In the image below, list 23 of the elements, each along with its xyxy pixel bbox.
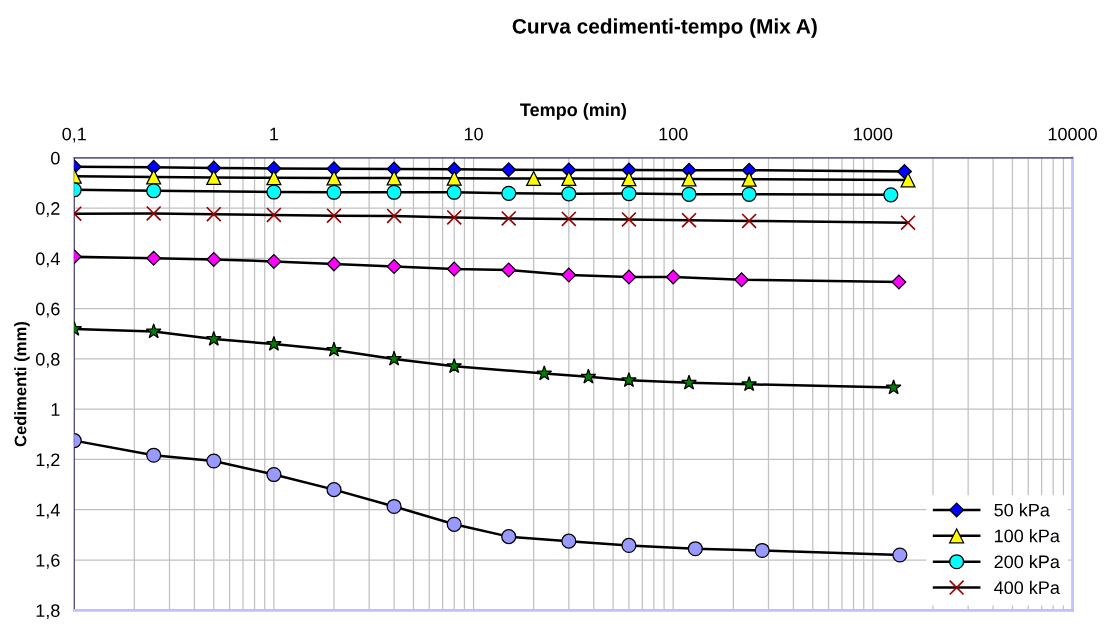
y-tick-label: 0 [51,151,60,165]
y-tick-label: 1,6 [36,553,60,569]
x-tick-label: 0,1 [62,127,86,143]
legend-label: 100 kPa [995,529,1060,543]
y-tick-label: 0,6 [35,302,60,318]
y-tick-label: 0,4 [35,252,60,268]
x-axis-title: Tempo (min) [520,102,626,120]
x-tick-label: 1000 [854,127,893,141]
y-tick-label: 1,8 [36,604,60,620]
y-tick-label: 0,2 [35,202,60,217]
legend-label: 50 kPa [994,503,1050,517]
y-tick-label: 1,4 [36,503,60,519]
y-tick-label: 1,2 [36,453,60,469]
legend-label: 200 kPa [994,554,1060,569]
y-tick-label: 1 [51,403,60,416]
y-axis-title: Cedimenti (mm) [14,321,30,447]
x-tick-label: 10 [464,127,483,141]
y-tick-label: 0,8 [35,352,60,368]
x-tick-label: 100 [659,127,688,141]
chart-title: Curva cedimenti-tempo (Mix A) [512,18,817,38]
legend-label: 400 kPa [994,580,1060,595]
x-tick-label: 10000 [1048,127,1097,141]
x-tick-label: 1 [270,127,279,141]
